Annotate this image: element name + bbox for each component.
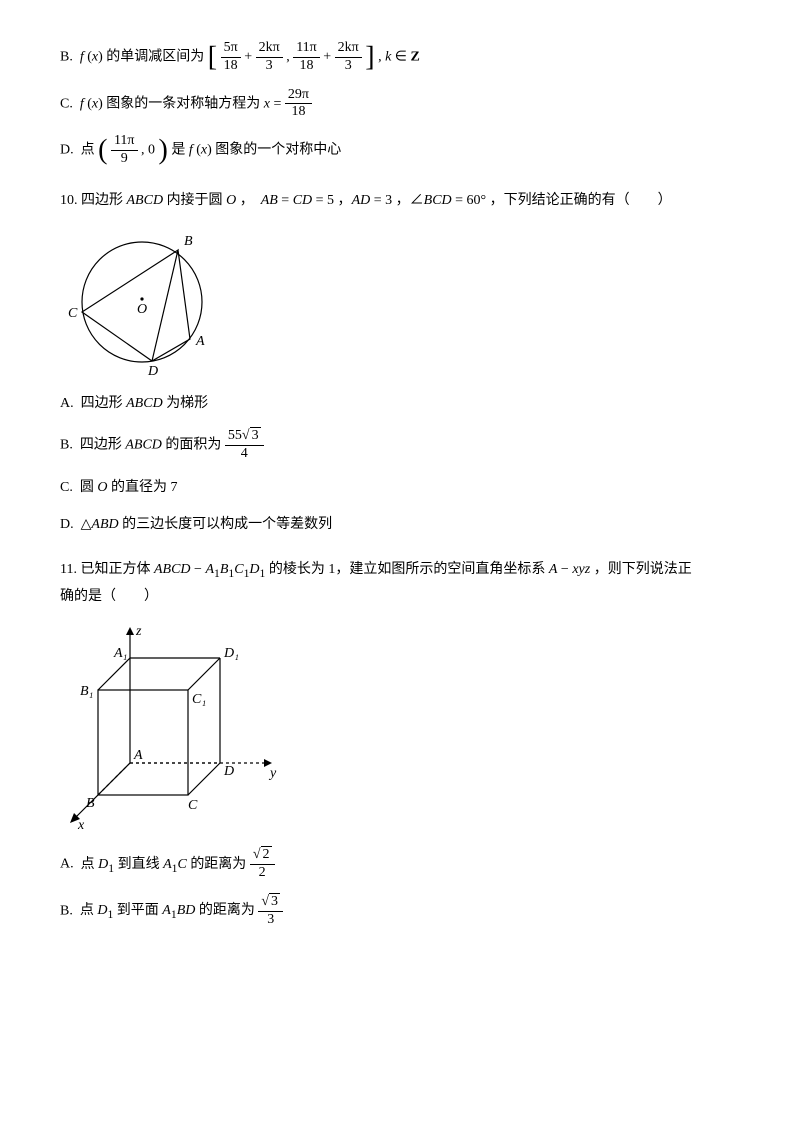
label-D: D <box>147 364 158 377</box>
q-number: 10. <box>60 193 78 208</box>
text: 四边形 ABCD 的面积为 <box>80 438 222 453</box>
label-C: C <box>68 306 78 321</box>
text: 图象的一个对称中心 <box>215 143 341 158</box>
option-label: B. <box>60 50 73 65</box>
circle-diagram: O B A D C <box>60 227 230 377</box>
option-label: A. <box>60 857 74 872</box>
q11-stem: 11. 已知正方体 ABCD − A1B1C1D1 的棱长为 1，建立如图所示的… <box>60 557 734 609</box>
q9-option-c: C. f (x) 图象的一条对称轴方程为 x = 29π18 <box>60 87 734 122</box>
option-label: B. <box>60 903 73 918</box>
axis-z: z <box>135 624 142 639</box>
label-B: B <box>184 234 193 249</box>
text: 是 <box>171 143 189 158</box>
label-O: O <box>137 302 147 317</box>
text: 图象的一条对称轴方程为 <box>106 96 264 111</box>
label-B1: B₁ <box>80 684 93 699</box>
text: 的单调减区间为 <box>106 50 204 65</box>
text: 点 D1 到平面 A1BD 的距离为 <box>80 903 255 918</box>
text: 圆 O 的直径为 7 <box>80 480 178 495</box>
text: 点 D1 到直线 A1C 的距离为 <box>81 857 247 872</box>
q10-option-b: B. 四边形 ABCD 的面积为 55√34 <box>60 428 734 463</box>
q10-option-c: C. 圆 O 的直径为 7 <box>60 475 734 500</box>
option-label: D. <box>60 517 74 532</box>
q9-option-b: B. f (x) 的单调减区间为 [ 5π18 + 2kπ3 , 11π18 +… <box>60 40 734 75</box>
label-A: A <box>133 748 143 763</box>
label-A: A <box>195 334 205 349</box>
label-D: D <box>223 764 234 779</box>
axis-x: x <box>77 818 85 833</box>
q-text-2: 确的是（ ） <box>60 584 734 609</box>
q11-figure: z y x A₁ D₁ B₁ C₁ A D B C <box>60 623 734 833</box>
text: 四边形 ABCD 为梯形 <box>81 396 209 411</box>
q10-stem: 10. 四边形 ABCD 内接于圆 O ， AB = CD = 5 ，AD = … <box>60 188 734 213</box>
q-number: 11. <box>60 562 77 577</box>
label-C1: C₁ <box>192 692 206 707</box>
q-text: 已知正方体 ABCD − A1B1C1D1 的棱长为 1，建立如图所示的空间直角… <box>80 562 691 577</box>
q10-option-a: A. 四边形 ABCD 为梯形 <box>60 391 734 416</box>
label-C: C <box>188 798 198 813</box>
option-label: C. <box>60 480 73 495</box>
label-A1: A₁ <box>113 646 127 661</box>
q11-option-b: B. 点 D1 到平面 A1BD 的距离为 √33 <box>60 894 734 929</box>
option-label: D. <box>60 143 74 158</box>
axis-y: y <box>268 766 277 781</box>
text: 点 <box>81 143 95 158</box>
label-D1: D₁ <box>223 646 239 661</box>
text: △ABD 的三边长度可以构成一个等差数列 <box>81 517 333 532</box>
label-B: B <box>86 796 95 811</box>
q11-option-a: A. 点 D1 到直线 A1C 的距离为 √22 <box>60 847 734 882</box>
q-text: 四边形 ABCD 内接于圆 O ， AB = CD = 5 ，AD = 3 ，∠… <box>81 193 672 208</box>
option-label: B. <box>60 438 73 453</box>
option-label: A. <box>60 396 74 411</box>
q9-option-d: D. 点 ( 11π9 , 0 ) 是 f (x) 图象的一个对称中心 <box>60 133 734 168</box>
option-label: C. <box>60 96 73 111</box>
q10-figure: O B A D C <box>60 227 734 377</box>
cube-diagram: z y x A₁ D₁ B₁ C₁ A D B C <box>60 623 280 833</box>
q10-option-d: D. △ABD 的三边长度可以构成一个等差数列 <box>60 512 734 537</box>
